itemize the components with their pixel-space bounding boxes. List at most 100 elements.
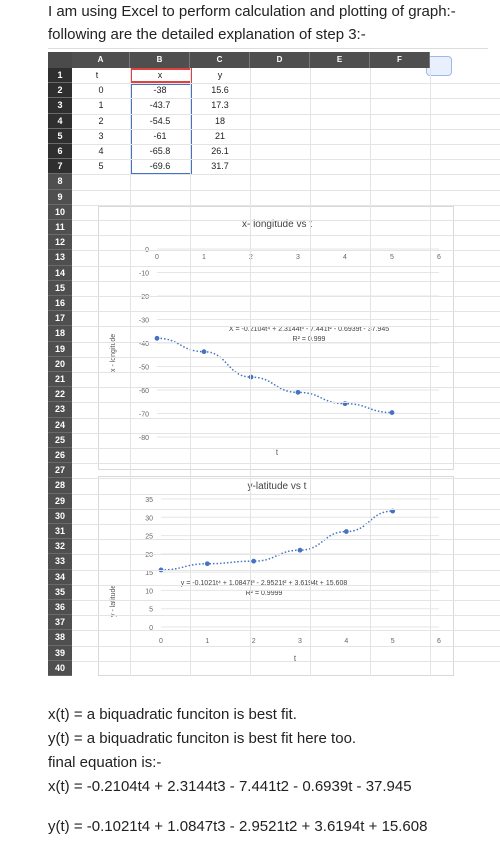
row-header-38[interactable]: 38 [48,630,72,646]
row-gridline [72,584,500,586]
y-tick-label: -30 [139,318,149,325]
row-header-11[interactable]: 11 [48,220,72,236]
cell-x-4[interactable]: -54.5 [149,115,171,126]
row-gridline [72,98,500,100]
cell-y-3[interactable]: 17.3 [211,100,229,111]
row-header-29[interactable]: 29 [48,493,72,509]
y-tick-label: 35 [145,497,153,504]
row-header-7[interactable]: 7 [48,159,72,175]
row-header-30[interactable]: 30 [48,508,72,524]
row-header-24[interactable]: 24 [48,417,72,433]
row-header-20[interactable]: 20 [48,356,72,372]
x-tick-label: 5 [390,254,394,261]
row-header-1[interactable]: 1 [48,68,72,84]
row-header-10[interactable]: 10 [48,204,72,220]
column-gridline [250,68,251,676]
row-gridline [72,463,500,465]
row-header-33[interactable]: 33 [48,554,72,570]
cell-y-6[interactable]: 26.1 [211,146,229,156]
cell-t-7[interactable]: 5 [98,161,104,172]
row-header-18[interactable]: 18 [48,326,72,342]
row-header-19[interactable]: 19 [48,341,72,357]
x-tick-label: 5 [391,638,395,645]
cell-t-5[interactable]: 3 [98,130,104,141]
y-tick-label: 10 [145,588,153,595]
row-header-28[interactable]: 28 [48,478,72,494]
header-y[interactable]: y [217,70,223,80]
row-header-17[interactable]: 17 [48,311,72,327]
chart-x-longitude[interactable]: x- longitude vs t X = -0.2104t⁴ + 2.3144… [98,206,454,470]
row-header-34[interactable]: 34 [48,569,72,585]
row-header-13[interactable]: 13 [48,250,72,266]
x-tick-label: 1 [202,254,206,261]
row-gridline [72,128,500,130]
row-header-39[interactable]: 39 [48,645,72,661]
row-header-6[interactable]: 6 [48,144,72,160]
row-header-15[interactable]: 15 [48,280,72,296]
column-header-e[interactable]: E [310,52,370,68]
header-x[interactable]: x [157,70,163,80]
intro-line-2: following are the detailed explanation o… [48,26,366,43]
cell-x-6[interactable]: -65.8 [149,146,171,156]
row-header-35[interactable]: 35 [48,584,72,600]
column-header-f[interactable]: F [370,52,430,68]
data-point [251,558,257,564]
row-header-25[interactable]: 25 [48,432,72,448]
row-header-12[interactable]: 12 [48,235,72,251]
row-gridline [72,159,500,161]
column-header-d[interactable]: D [250,52,310,68]
trendline-r2: R² = 0.9999 [246,590,283,597]
selection-header-x [130,68,192,83]
header-t[interactable]: t [95,70,99,80]
row-header-26[interactable]: 26 [48,448,72,464]
cell-y-2[interactable]: 15.6 [211,85,229,96]
row-header-8[interactable]: 8 [48,174,72,190]
row-gridline [72,235,500,237]
row-gridline [72,493,500,495]
cell-x-2[interactable]: -38 [153,85,167,96]
row-header-36[interactable]: 36 [48,600,72,616]
row-gridline [72,402,500,404]
cell-x-7[interactable]: -69.6 [149,161,171,172]
row-header-40[interactable]: 40 [48,660,72,676]
row-header-16[interactable]: 16 [48,296,72,312]
row-header-22[interactable]: 22 [48,387,72,403]
cell-t-2[interactable]: 0 [98,85,104,96]
row-gridline [72,280,500,282]
row-header-5[interactable]: 5 [48,128,72,144]
x-axis-title: t [276,448,279,457]
column-header-a[interactable]: A [72,52,130,68]
intro-text: I am using Excel to perform calculation … [48,0,488,49]
row-header-14[interactable]: 14 [48,265,72,281]
cell-y-4[interactable]: 18 [214,115,225,126]
row-header-37[interactable]: 37 [48,615,72,631]
row-header-21[interactable]: 21 [48,372,72,388]
trendline-equation: y = -0.1021t⁴ + 1.0847t³ - 2.9521t² + 3.… [181,580,348,587]
cell-t-6[interactable]: 4 [98,146,104,156]
answer-line-1: x(t) = a biquadratic funciton is best fi… [48,706,297,723]
row-gridline [72,432,500,434]
cell-y-7[interactable]: 31.7 [211,161,229,172]
column-header-b[interactable]: B [130,52,190,68]
cell-x-3[interactable]: -43.7 [149,100,171,111]
row-header-4[interactable]: 4 [48,113,72,129]
row-gridline [72,448,500,449]
x-tick-label: 0 [155,254,159,261]
row-header-2[interactable]: 2 [48,83,72,99]
x-tick-label: 3 [298,638,302,645]
cell-y-5[interactable]: 21 [214,130,225,141]
row-gridline [72,250,500,252]
cell-t-3[interactable]: 1 [98,100,104,111]
row-gridline [72,387,500,389]
row-header-32[interactable]: 32 [48,539,72,555]
row-header-3[interactable]: 3 [48,98,72,114]
cell-x-5[interactable]: -61 [153,130,167,141]
select-all-corner[interactable] [48,52,72,68]
row-header-23[interactable]: 23 [48,402,72,418]
row-header-9[interactable]: 9 [48,189,72,205]
row-header-27[interactable]: 27 [48,463,72,479]
row-header-31[interactable]: 31 [48,524,72,540]
row-gridline [72,296,500,297]
column-header-c[interactable]: C [190,52,250,68]
cell-t-4[interactable]: 2 [98,115,104,126]
